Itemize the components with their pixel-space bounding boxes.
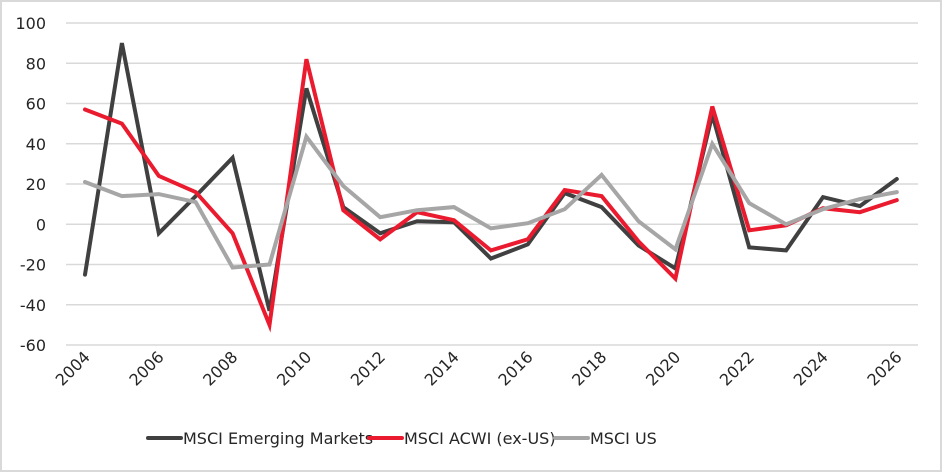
y-tick-label: 100 — [15, 14, 46, 33]
series-line-acwi-ex-us — [83, 58, 899, 333]
legend-label-emerging-markets: MSCI Emerging Markets — [183, 429, 373, 448]
x-tick-label: 2004 — [52, 347, 94, 389]
x-tick-label: 2018 — [568, 347, 610, 389]
x-tick-label: 2014 — [421, 347, 463, 389]
series-line-emerging-markets — [83, 42, 899, 312]
x-tick-label: 2008 — [199, 347, 241, 389]
y-tick-label: 80 — [26, 54, 46, 73]
x-tick-label: 2022 — [716, 347, 758, 389]
y-tick-label: 0 — [36, 215, 46, 234]
x-tick-label: 2026 — [863, 347, 905, 389]
series-lines — [83, 42, 899, 333]
x-tick-label: 2010 — [273, 347, 315, 389]
series-line-msci-us — [83, 132, 899, 270]
x-tick-label: 2012 — [347, 347, 389, 389]
x-tick-label: 2016 — [494, 347, 536, 389]
y-tick-label: -40 — [20, 296, 46, 315]
y-tick-label: -20 — [20, 256, 46, 275]
y-tick-label: 40 — [26, 135, 46, 154]
gridlines — [66, 22, 918, 346]
legend-label-msci-us: MSCI US — [590, 429, 657, 448]
legend-label-acwi-ex-us: MSCI ACWI (ex-US) — [404, 429, 556, 448]
x-tick-label: 2020 — [642, 347, 684, 389]
y-tick-label: -60 — [20, 336, 46, 355]
x-axis-tick-labels: 2004 2006 2008 2010 2012 2014 2016 2018 2020 2022… — [52, 347, 906, 389]
legend: MSCI Emerging Markets MSCI ACWI (ex-US) … — [146, 429, 657, 448]
y-tick-label: 60 — [26, 95, 46, 114]
x-tick-label: 2024 — [790, 347, 832, 389]
y-axis-tick-labels: 100 80 60 40 20 0 -20 -40 -60 — [15, 14, 46, 355]
y-tick-label: 20 — [26, 175, 46, 194]
x-tick-label: 2006 — [125, 347, 167, 389]
